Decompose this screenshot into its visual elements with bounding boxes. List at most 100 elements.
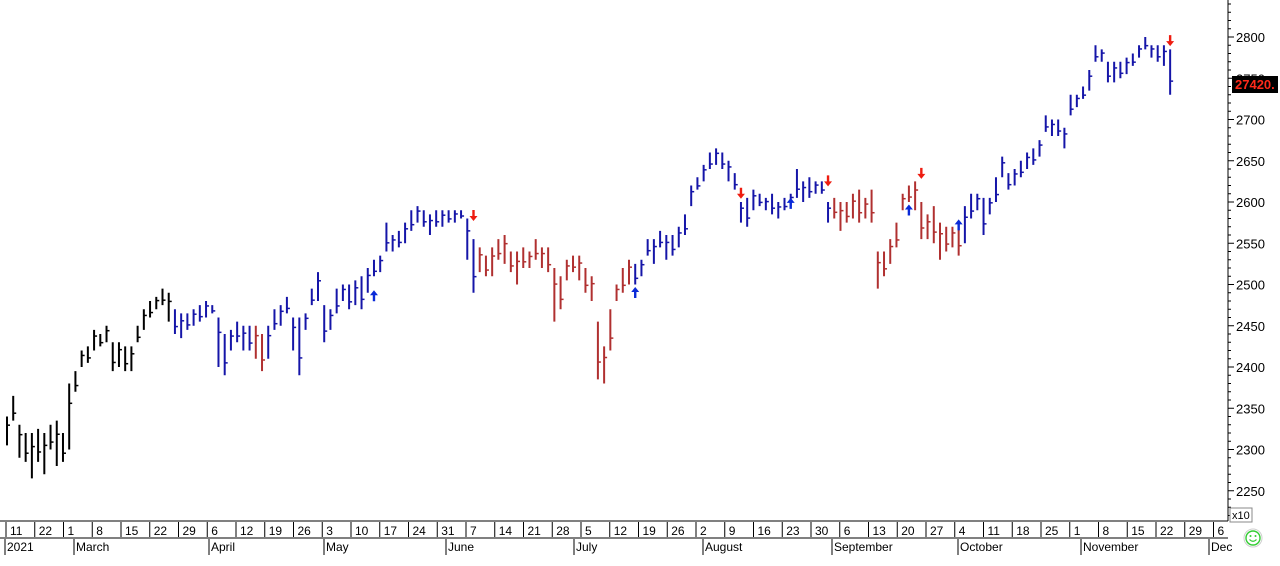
x-tick-label: 22 bbox=[39, 524, 53, 538]
x-tick-label: 17 bbox=[384, 524, 398, 538]
price-bar bbox=[584, 268, 589, 293]
price-bar bbox=[273, 309, 278, 330]
price-bar bbox=[1100, 49, 1105, 62]
price-bar bbox=[142, 309, 147, 330]
price-bar bbox=[466, 218, 471, 260]
price-bar bbox=[372, 259, 377, 277]
price-bar bbox=[926, 214, 931, 240]
y-tick-label: 2800 bbox=[1236, 30, 1265, 45]
price-bar bbox=[994, 177, 999, 202]
price-bar bbox=[1063, 127, 1068, 149]
price-bar bbox=[578, 255, 583, 281]
x-tick-label: 16 bbox=[758, 524, 772, 538]
signal-arrow-up-icon bbox=[954, 219, 963, 231]
price-bar bbox=[1082, 86, 1087, 99]
month-label: May bbox=[326, 540, 349, 554]
x-tick-label: 25 bbox=[1045, 524, 1059, 538]
smiley-icon[interactable] bbox=[1243, 528, 1263, 548]
price-bar bbox=[1131, 53, 1136, 66]
x-tick-label: 31 bbox=[441, 524, 455, 538]
smiley-icon-eye-right bbox=[1254, 535, 1257, 537]
x-tick-label: 8 bbox=[96, 524, 103, 538]
price-bar bbox=[348, 284, 353, 310]
price-bar bbox=[1032, 148, 1037, 165]
price-bar bbox=[30, 433, 35, 479]
x-tick-label: 10 bbox=[355, 524, 369, 538]
month-label: June bbox=[448, 540, 474, 554]
price-bar bbox=[883, 251, 888, 277]
price-bar bbox=[484, 255, 489, 277]
price-bar bbox=[192, 309, 197, 326]
price-bar bbox=[982, 197, 987, 235]
price-bar bbox=[478, 247, 483, 273]
price-bar bbox=[621, 268, 626, 293]
smiley-icon-mouth bbox=[1249, 539, 1257, 542]
x-tick-label: 5 bbox=[585, 524, 592, 538]
x-tick-label: 24 bbox=[413, 524, 427, 538]
x-tick-label: 13 bbox=[873, 524, 887, 538]
last-value-text: 27420. bbox=[1235, 77, 1275, 92]
price-bar bbox=[254, 325, 259, 359]
signal-arrow-up-icon bbox=[369, 290, 378, 302]
price-bar bbox=[634, 263, 639, 285]
x-tick-label: 12 bbox=[240, 524, 254, 538]
price-bar bbox=[1013, 169, 1018, 186]
price-bar bbox=[335, 288, 340, 314]
smiley-icon-face bbox=[1245, 530, 1261, 546]
price-bar bbox=[24, 433, 29, 462]
price-bar bbox=[223, 334, 228, 376]
price-bar bbox=[18, 424, 23, 458]
price-bar bbox=[652, 239, 657, 264]
price-bar bbox=[117, 342, 122, 367]
scale-multiplier-label: x10 bbox=[1232, 510, 1250, 522]
month-label: July bbox=[576, 540, 597, 554]
price-bar bbox=[721, 152, 726, 169]
x-tick-label: 22 bbox=[154, 524, 168, 538]
price-bars bbox=[6, 37, 1174, 479]
x-tick-label: 14 bbox=[499, 524, 513, 538]
price-bar bbox=[615, 284, 620, 301]
x-tick-label: 15 bbox=[125, 524, 139, 538]
price-bar bbox=[1144, 37, 1149, 50]
price-bar bbox=[783, 197, 788, 211]
price-bar bbox=[1069, 94, 1074, 116]
price-bar bbox=[565, 259, 570, 281]
price-bar bbox=[236, 321, 241, 343]
price-bar bbox=[739, 202, 744, 223]
x-tick-label: 2 bbox=[700, 524, 707, 538]
price-bar bbox=[795, 169, 800, 198]
price-bar bbox=[1094, 45, 1099, 62]
x-tick-label: 28 bbox=[556, 524, 570, 538]
price-bar bbox=[93, 329, 98, 351]
price-bar bbox=[820, 181, 825, 194]
price-bar bbox=[74, 371, 79, 392]
price-bar bbox=[285, 296, 290, 314]
price-bar bbox=[248, 325, 253, 351]
price-bar bbox=[870, 189, 875, 223]
x-tick-label: 26 bbox=[671, 524, 685, 538]
price-bar bbox=[659, 230, 664, 248]
month-label: April bbox=[211, 540, 235, 554]
price-bar bbox=[839, 202, 844, 231]
x-tick-label: 26 bbox=[298, 524, 312, 538]
price-bar bbox=[1007, 173, 1012, 190]
price-bar bbox=[279, 305, 284, 326]
price-bar bbox=[292, 317, 297, 351]
y-tick-label: 2450 bbox=[1236, 319, 1265, 334]
price-bar bbox=[1038, 140, 1043, 157]
price-bar bbox=[211, 305, 216, 314]
price-bar bbox=[690, 185, 695, 207]
price-bar bbox=[876, 251, 881, 289]
price-bar bbox=[472, 239, 477, 293]
price-bar bbox=[1138, 45, 1143, 58]
y-tick-label: 2400 bbox=[1236, 360, 1265, 375]
x-tick-label: 11 bbox=[10, 524, 23, 538]
price-bar bbox=[901, 193, 906, 211]
price-bar bbox=[198, 305, 203, 322]
price-bar bbox=[1119, 61, 1124, 79]
price-bar bbox=[528, 251, 533, 268]
price-bar bbox=[12, 395, 17, 421]
price-bar bbox=[1162, 45, 1167, 66]
x-tick-label: 12 bbox=[614, 524, 628, 538]
x-tick-label: 6 bbox=[211, 524, 218, 538]
